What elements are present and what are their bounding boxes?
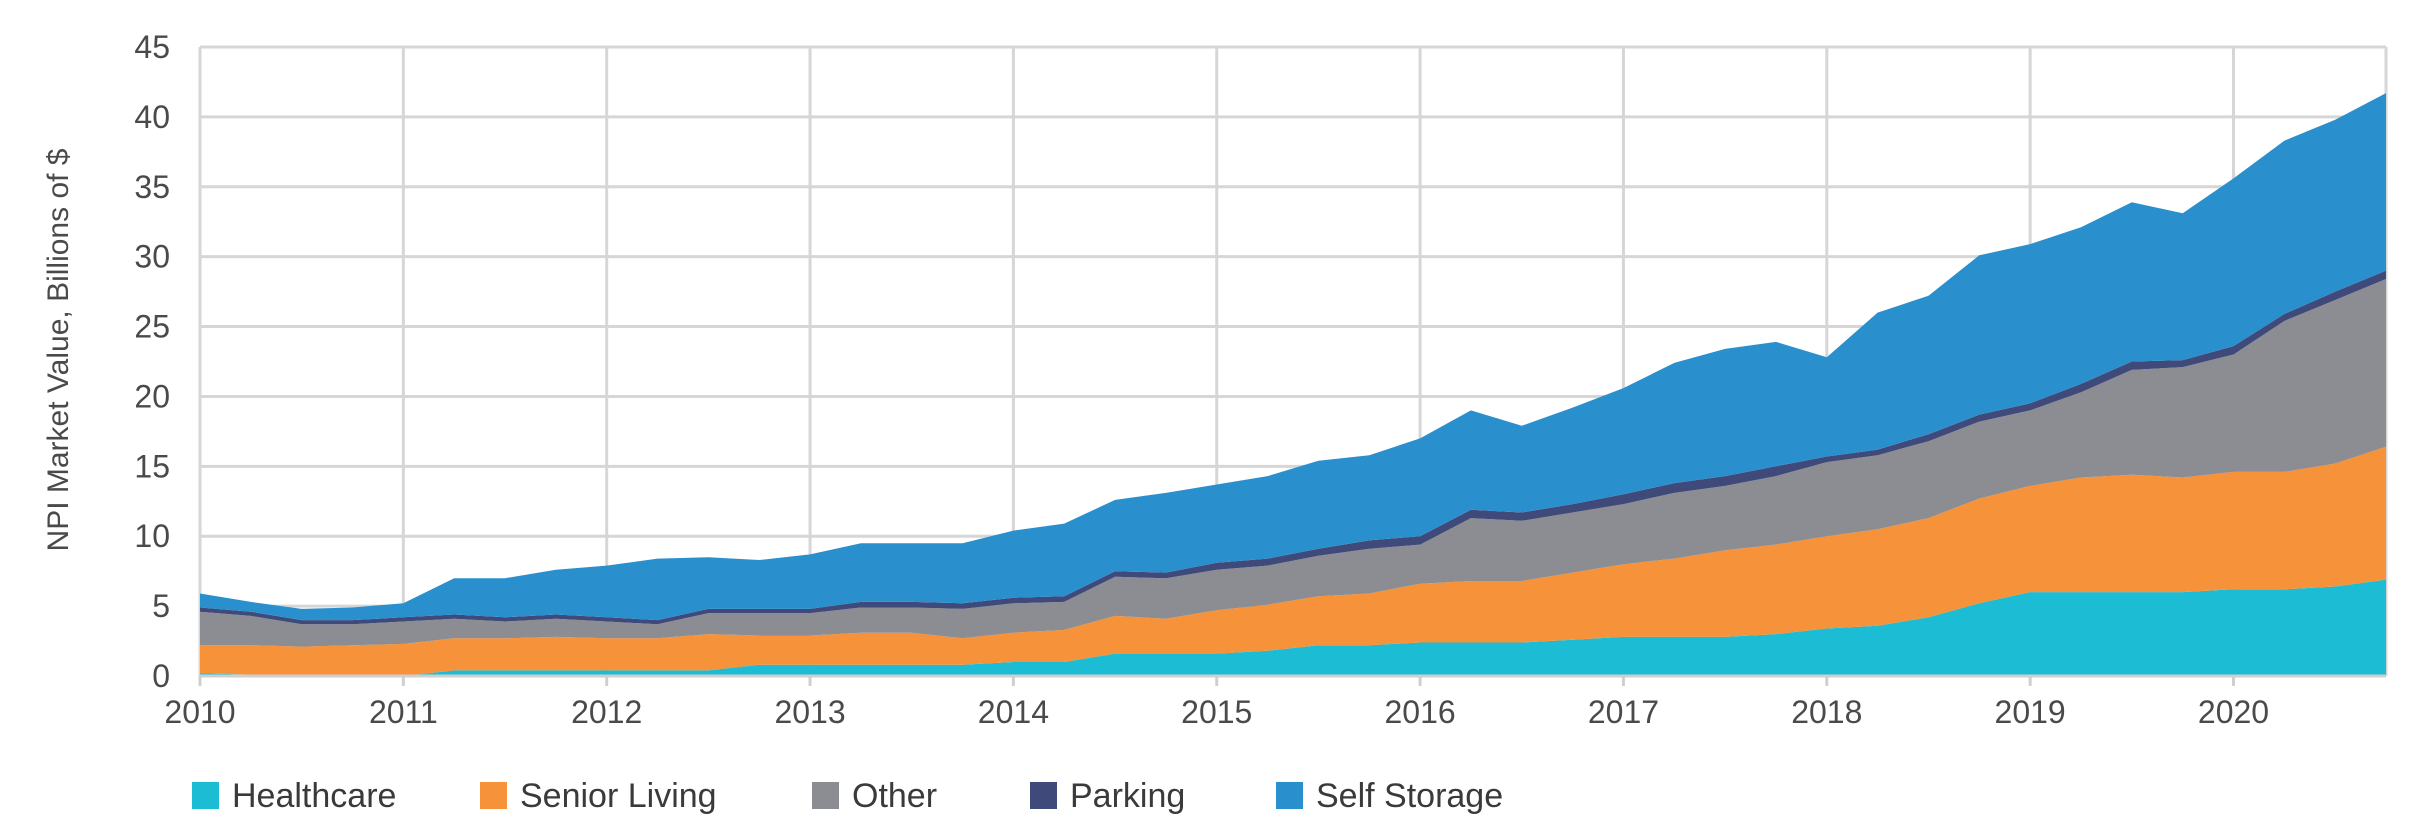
legend-item: Other bbox=[812, 777, 937, 815]
y-tick-label: 35 bbox=[134, 169, 170, 205]
legend-item: Senior Living bbox=[480, 777, 717, 815]
series-area-self-storage bbox=[200, 93, 2386, 621]
x-tick-label: 2012 bbox=[571, 694, 642, 730]
y-tick-label: 10 bbox=[134, 518, 170, 554]
x-tick-label: 2018 bbox=[1791, 694, 1862, 730]
y-tick-label: 15 bbox=[134, 448, 170, 484]
legend-item: Parking bbox=[1030, 777, 1185, 815]
y-tick-label: 30 bbox=[134, 239, 170, 275]
series-area-senior-living bbox=[200, 446, 2386, 676]
y-tick-label: 25 bbox=[134, 309, 170, 345]
y-tick-label: 5 bbox=[152, 588, 170, 624]
legend-label: Healthcare bbox=[232, 777, 396, 815]
legend-item: Healthcare bbox=[192, 777, 396, 815]
x-tick-label: 2016 bbox=[1384, 694, 1455, 730]
area-layer bbox=[200, 93, 2386, 676]
legend-swatch bbox=[1276, 782, 1303, 809]
legend-swatch bbox=[192, 782, 219, 809]
legend-label: Other bbox=[852, 777, 937, 815]
y-tick-label: 0 bbox=[152, 658, 170, 694]
y-tick-label: 20 bbox=[134, 378, 170, 414]
x-tick-label: 2010 bbox=[164, 694, 235, 730]
legend-label: Parking bbox=[1070, 777, 1185, 815]
series-area-healthcare bbox=[200, 579, 2386, 676]
legend-label: Self Storage bbox=[1316, 777, 1503, 815]
series-area-other bbox=[200, 279, 2386, 647]
y-tick-label: 40 bbox=[134, 99, 170, 135]
legend-item: Self Storage bbox=[1276, 777, 1503, 815]
x-tick-label: 2014 bbox=[978, 694, 1049, 730]
x-tick-label: 2013 bbox=[774, 694, 845, 730]
legend: Healthcare Senior Living Other Parking Self … bbox=[192, 777, 1503, 815]
legend-label: Senior Living bbox=[520, 777, 717, 815]
x-tick-label: 2020 bbox=[2198, 694, 2269, 730]
legend-swatch bbox=[1030, 782, 1057, 809]
x-tick-label: 2011 bbox=[369, 694, 438, 730]
x-tick-label: 2017 bbox=[1588, 694, 1659, 730]
y-tick-label: 45 bbox=[134, 29, 170, 65]
axis-layer: 0 5 10 15 20 25 30 35 40 45 2010 2011 2012 2013 2014 20… bbox=[134, 29, 2386, 730]
x-tick-label: 2015 bbox=[1181, 694, 1252, 730]
legend-swatch bbox=[480, 782, 507, 809]
y-axis-title: NPI Market Value, Billions of $ bbox=[42, 148, 75, 551]
x-tick-label: 2019 bbox=[1995, 694, 2066, 730]
legend-swatch bbox=[812, 782, 839, 809]
